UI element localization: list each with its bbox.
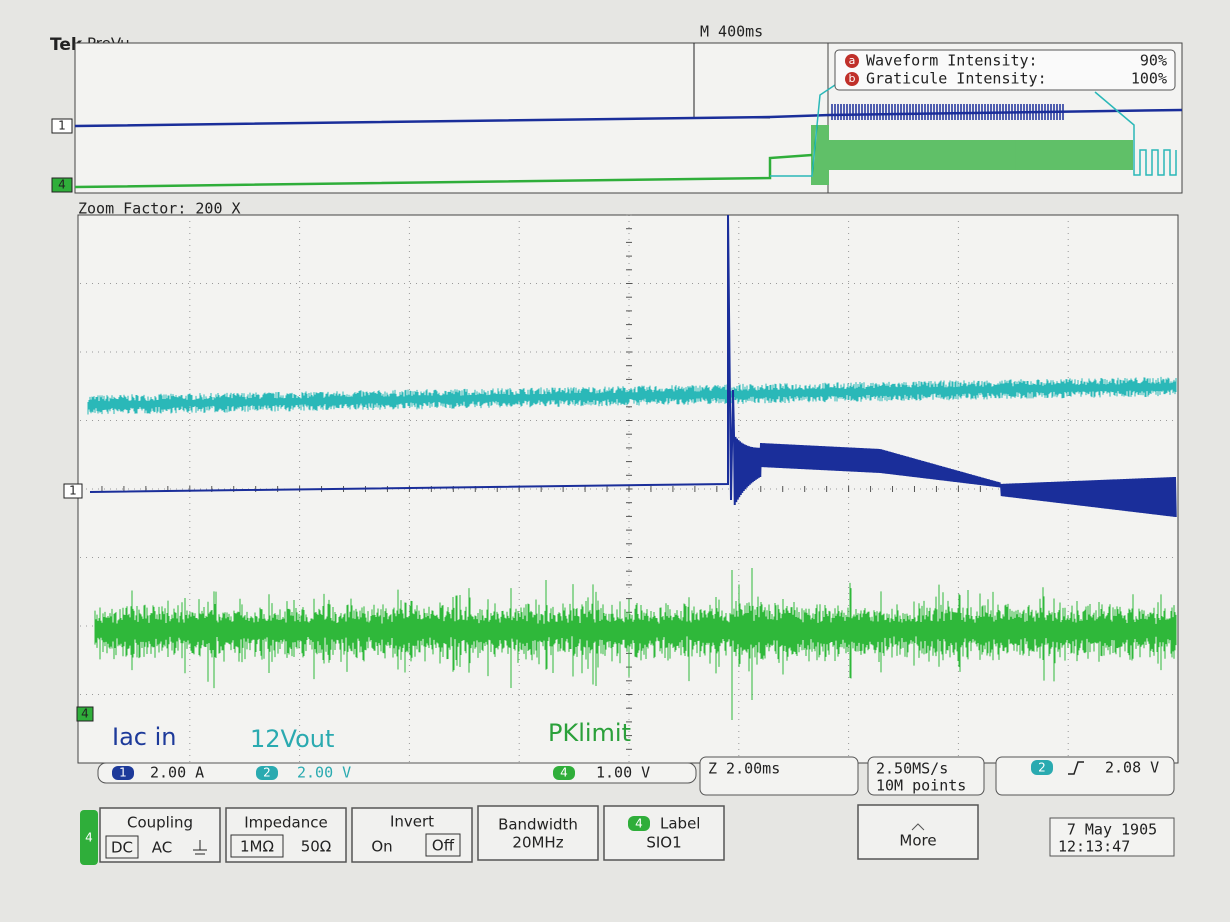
record-length: 10M points <box>876 777 966 795</box>
ch4-trace <box>94 568 1177 720</box>
button[interactable] <box>351 807 473 863</box>
button[interactable] <box>857 804 979 860</box>
label-ch2: 12Vout <box>250 725 334 753</box>
badge <box>845 54 859 68</box>
trigger-source: 2 <box>1038 761 1046 775</box>
button-title: Label <box>660 815 700 833</box>
timebase: M 400ms <box>700 23 763 41</box>
more-button[interactable]: More <box>857 804 979 860</box>
label-ch4: PKlimit <box>548 719 631 747</box>
ch4-marker-label: 4 <box>81 707 89 721</box>
ch1-num: 1 <box>119 766 127 780</box>
invert-button[interactable]: Invert On Off <box>351 807 473 863</box>
option: DC <box>111 839 133 857</box>
badge <box>845 72 859 86</box>
button-title: Invert <box>390 813 434 831</box>
ch1-scale: 2.00 A <box>150 764 204 782</box>
zoom-readout <box>699 756 859 796</box>
button[interactable] <box>603 805 725 861</box>
trigger-badge <box>1031 760 1053 775</box>
trigger-level: 2.08 V <box>1105 759 1159 777</box>
ch4-scale: 1.00 V <box>596 764 650 782</box>
ground-icon <box>193 840 207 855</box>
waveforms <box>87 214 1177 720</box>
ch2-scale: 2.00 V <box>297 764 351 782</box>
intensity-label: Graticule Intensity: <box>866 70 1047 88</box>
intensity-value: 100% <box>1131 70 1167 88</box>
zoom-scale: Z 2.00ms <box>708 760 780 778</box>
selected-box <box>425 833 461 857</box>
button-value: 20MHz <box>512 834 563 852</box>
label-ch1: Iac in <box>112 723 177 751</box>
date: 7 May 1905 <box>1067 821 1157 839</box>
ch4-marker-label: 4 <box>58 178 66 192</box>
zoom-window <box>827 42 1183 194</box>
button-title: Impedance <box>244 814 327 832</box>
channel-readout <box>97 762 697 784</box>
button-title: Bandwidth <box>498 816 578 834</box>
clock <box>1049 817 1175 857</box>
label-channel: 4 <box>635 817 643 831</box>
ch1-trace <box>89 214 1177 518</box>
intensity-label: Waveform Intensity: <box>866 52 1038 70</box>
ch4-badge <box>553 766 575 780</box>
option: 1MΩ <box>240 838 274 856</box>
intensity-popup <box>834 49 1176 91</box>
option: Off <box>432 837 455 855</box>
zoom-factor: Zoom Factor: 200 X <box>78 200 241 218</box>
menu-channel-label: 4 <box>85 831 93 845</box>
overview-ch4 <box>74 153 813 189</box>
ch2-trace <box>87 376 1177 415</box>
ch1-badge <box>112 766 134 780</box>
ch4-num: 4 <box>560 766 568 780</box>
button-value: SIO1 <box>646 834 681 852</box>
ch1-marker-label: 1 <box>58 119 66 133</box>
button-title: Coupling <box>127 814 193 832</box>
label-badge <box>628 816 650 831</box>
option: On <box>371 838 392 856</box>
badge-label: a <box>849 54 856 67</box>
more-arrow <box>911 823 925 831</box>
label-button[interactable]: 4 Label SIO1 <box>603 805 725 861</box>
overview-ch4-band <box>811 125 1133 185</box>
overview-ch2 <box>770 84 1177 177</box>
button[interactable] <box>99 807 221 863</box>
grid <box>79 214 1178 763</box>
trigger-slope <box>1068 761 1084 775</box>
time: 12:13:47 <box>1058 838 1130 856</box>
ch4-marker <box>76 706 94 722</box>
overview-waveforms <box>74 84 1183 189</box>
ch1-marker <box>51 118 73 134</box>
selected-box <box>105 835 139 859</box>
button-title: More <box>899 832 936 850</box>
bandwidth-button[interactable]: Bandwidth 20MHz <box>477 805 599 861</box>
selected-box <box>230 834 284 858</box>
impedance-button[interactable]: Impedance 1MΩ 50Ω <box>225 807 347 863</box>
coupling-button[interactable]: Coupling DC AC <box>99 807 221 863</box>
ch1-marker <box>63 483 83 499</box>
acquisition-readout <box>867 756 985 796</box>
ch4-marker <box>51 177 73 193</box>
button[interactable] <box>477 805 599 861</box>
option: AC <box>152 839 172 857</box>
ch1-marker-label: 1 <box>69 484 77 498</box>
sample-rate: 2.50MS/s <box>876 760 948 778</box>
option: 50Ω <box>301 838 332 856</box>
ch2-num: 2 <box>263 766 271 780</box>
menu-channel <box>80 810 98 865</box>
overview-ch1-band <box>831 104 1064 120</box>
intensity-value: 90% <box>1140 52 1167 70</box>
ch2-badge <box>256 766 278 780</box>
badge-label: b <box>849 72 856 85</box>
